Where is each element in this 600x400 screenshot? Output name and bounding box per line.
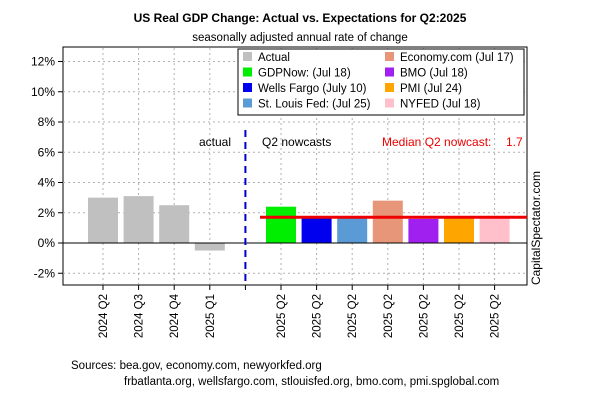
annotation-nowcasts: Q2 nowcasts [262, 135, 331, 149]
side-credit-label: CapitalSpectator.com [529, 171, 543, 285]
x-tick-label: 2025 Q1 [205, 294, 217, 338]
bar [408, 218, 439, 243]
y-tick-label: 6% [38, 145, 56, 159]
legend-entry: GDPNow: (Jul 18) [258, 68, 351, 80]
annotation-median-label: Median Q2 nowcast: [382, 135, 491, 149]
legend-swatch [243, 83, 252, 92]
bars [88, 196, 510, 251]
legend-swatch [385, 67, 394, 77]
legend-swatch [243, 52, 252, 61]
legend-swatch [385, 52, 394, 61]
legend-entry: St. Louis Fed: (Jul 25) [258, 99, 371, 111]
y-tick-label: 2% [38, 206, 56, 220]
bar [123, 196, 154, 243]
x-tick-label: 2025 Q2 [276, 294, 288, 338]
x-tick-label: 2025 Q2 [347, 294, 359, 338]
legend-entry: PMI (Jul 24) [400, 83, 462, 95]
x-tick-label: 2025 Q2 [490, 294, 502, 338]
sources-line-2: frbatlanta.org, wellsfargo.com, stlouisf… [124, 376, 499, 388]
x-tick-label: 2024 Q4 [169, 293, 181, 338]
legend-entry: NYFED (Jul 18) [400, 99, 481, 111]
chart-subtitle: seasonally adjusted annual rate of chang… [192, 32, 407, 44]
legend-entry: Wells Fargo (July 10) [258, 83, 367, 95]
bar [444, 217, 474, 243]
bar [337, 217, 368, 243]
legend: Actual GDPNow: (Jul 18) Wells Fargo (July … [237, 48, 525, 116]
y-tick-label: -2% [34, 266, 56, 280]
x-tick-label: 2025 Q2 [383, 294, 395, 338]
legend-entry: Economy.com (Jul 17) [400, 52, 514, 64]
y-axis: -2% 0% 2% 4% 6% 8% 10% 12% [31, 55, 63, 280]
y-tick-label: 12% [31, 55, 55, 69]
chart-title: US Real GDP Change: Actual vs. Expectati… [134, 11, 467, 25]
x-tick-label: 2025 Q2 [312, 294, 324, 338]
x-tick-label: 2024 Q2 [98, 294, 110, 338]
x-tick-label: 2025 Q2 [454, 294, 466, 338]
x-tick-label: 2025 Q2 [418, 294, 430, 338]
x-tick-label: 2024 Q3 [134, 294, 146, 338]
legend-box [237, 48, 525, 116]
y-tick-label: 10% [31, 85, 55, 99]
y-tick-label: 0% [38, 236, 56, 250]
bar [88, 197, 118, 243]
legend-swatch [385, 83, 394, 92]
x-axis: 2024 Q2 2024 Q3 2024 Q4 2025 Q1 2025 Q2 2025 … [98, 285, 502, 338]
annotation-actual: actual [199, 135, 231, 149]
bar [194, 243, 225, 251]
plot-frame [62, 46, 528, 286]
y-tick-label: 8% [38, 115, 56, 129]
legend-entry: Actual [258, 52, 290, 64]
bar [479, 217, 510, 243]
bar [301, 217, 332, 243]
legend-swatch [385, 98, 394, 108]
legend-swatch [243, 98, 252, 108]
legend-entry: BMO (Jul 18) [400, 68, 468, 80]
bar [266, 206, 296, 243]
y-tick-label: 4% [38, 176, 56, 190]
sources-line-1: Sources: bea.gov, economy.com, newyorkfe… [71, 360, 322, 372]
bar [159, 205, 190, 243]
legend-swatch [243, 67, 252, 77]
bar [372, 200, 403, 243]
annotation-median-value: 1.7 [506, 135, 523, 149]
